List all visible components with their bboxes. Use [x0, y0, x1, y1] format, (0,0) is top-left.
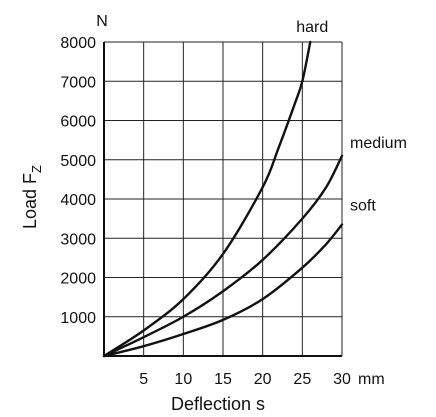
y-tick-label-2000: 2000	[60, 271, 96, 288]
y-tick-label-8000: 8000	[60, 35, 96, 52]
y-axis-title-subscript: Z	[29, 165, 44, 173]
series-line-hard	[102, 40, 312, 358]
y-tick-label-5000: 5000	[60, 153, 96, 170]
y-tick-label-7000: 7000	[60, 74, 96, 91]
series-label-soft: soft	[350, 198, 376, 215]
y-axis-title-main: Load F	[20, 173, 40, 229]
series-label-medium: medium	[350, 135, 407, 152]
x-tick-label-15: 15	[214, 371, 232, 388]
y-unit-label: N	[96, 13, 108, 30]
y-tick-label-1000: 1000	[60, 310, 96, 327]
x-tick-label-25: 25	[293, 371, 311, 388]
y-axis-title: Load FZ	[20, 165, 44, 229]
y-tick-label-3000: 3000	[60, 231, 96, 248]
series-label-hard: hard	[296, 19, 328, 36]
y-tick-label-6000: 6000	[60, 114, 96, 131]
series-line-medium	[102, 154, 344, 358]
x-axis-title: Deflection s	[171, 394, 265, 414]
x-tick-label-5: 5	[139, 371, 148, 388]
x-unit-label: mm	[358, 371, 385, 388]
x-tick-label-30: 30	[333, 371, 351, 388]
x-tick-label-20: 20	[254, 371, 272, 388]
x-tick-label-10: 10	[174, 371, 192, 388]
series-line-soft	[102, 223, 344, 358]
y-tick-label-4000: 4000	[60, 192, 96, 209]
